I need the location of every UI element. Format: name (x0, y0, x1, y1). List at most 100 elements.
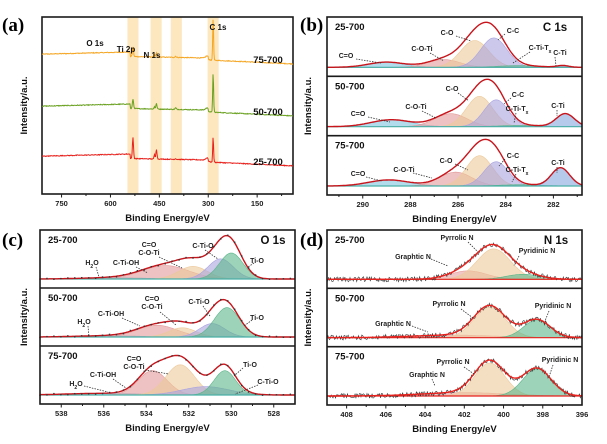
peak-label: O 1s (86, 39, 104, 48)
data-point (192, 365, 194, 368)
data-point (74, 277, 76, 279)
data-point (157, 265, 159, 267)
data-point (53, 335, 55, 337)
plot-frame (326, 16, 583, 196)
component-label: Pyridinic N (542, 357, 579, 364)
fitted-envelope (40, 234, 295, 280)
series-label: 50-700 (253, 107, 283, 118)
data-point (282, 336, 285, 338)
fitted-envelope (40, 354, 295, 396)
leader-line (554, 56, 557, 67)
data-point (136, 328, 139, 330)
data-point (206, 374, 208, 376)
component-label: C-O-Ti (138, 250, 159, 257)
component-label: C-Ti (551, 160, 565, 167)
component-label: C=O (127, 356, 142, 363)
x-tick-label: 288 (404, 200, 417, 209)
y-axis-title: Intensity/a.u. (19, 76, 30, 134)
sample-label: 50-700 (335, 293, 365, 304)
data-point (178, 259, 180, 261)
x-axis-title: Binding Energy/eV (412, 214, 497, 225)
survey-line-25-700 (41, 137, 293, 167)
component-label: C-O-Ti (141, 304, 162, 311)
x-tick-label: 534 (140, 409, 153, 418)
data-point (94, 393, 97, 395)
raw-data-line (326, 242, 583, 283)
data-point (268, 393, 271, 396)
data-point (122, 389, 125, 391)
data-point (122, 332, 125, 335)
component-label: C-C (512, 92, 524, 99)
fitted-envelope (327, 359, 583, 397)
leader-line (243, 319, 253, 327)
highlight-band (127, 17, 139, 194)
data-point (150, 365, 152, 367)
data-point (108, 333, 111, 336)
data-point (247, 391, 250, 393)
data-point (46, 394, 48, 396)
component-label: C-C (507, 28, 519, 35)
leader-line (460, 308, 474, 319)
data-point (261, 336, 264, 338)
data-point (87, 393, 90, 395)
series-label: 25-700 (253, 157, 283, 168)
leader-line (513, 112, 517, 124)
component-label: C=O (142, 242, 157, 249)
peak-label: C 1s (210, 23, 227, 32)
sample-label: 25-700 (48, 235, 78, 246)
component-label: C-Ti-Tx (529, 45, 552, 55)
x-tick-label: 538 (55, 409, 68, 418)
y-axis-title: Intensity/a.u. (19, 288, 30, 346)
data-point (81, 393, 83, 395)
data-point (94, 335, 97, 337)
data-point (268, 278, 271, 280)
leader-line (455, 35, 472, 42)
component-label: Pyrrolic N (432, 301, 465, 308)
raw-data-line (326, 302, 583, 341)
data-point (87, 277, 90, 279)
subplot-25-700: 25-700 Graphtic N Pyrrolic N Pyridinic N (326, 235, 583, 283)
data-point (164, 321, 166, 324)
sample-label: 75-700 (48, 351, 78, 362)
data-point (143, 325, 146, 327)
data-point (234, 308, 236, 311)
x-tick-label: 402 (458, 410, 471, 419)
component-label: C-O-Ti (123, 364, 144, 371)
leader-line (83, 385, 109, 393)
component-label: C-Ti-OH (113, 260, 139, 267)
data-point (171, 320, 173, 322)
leader-line (467, 241, 479, 253)
fitted-envelope (327, 243, 582, 280)
panel-label-c: (c) (2, 230, 23, 251)
fitted-envelope (327, 304, 582, 339)
component-label: C-O (446, 86, 459, 93)
leader-line (202, 305, 211, 317)
leader-line (544, 310, 550, 322)
data-point (108, 391, 111, 394)
data-point (192, 322, 194, 324)
data-point (282, 394, 285, 396)
panel-label-b: (b) (300, 15, 323, 36)
leader-line (463, 366, 475, 375)
data-point (129, 329, 132, 332)
component-label: C-Ti-O (257, 379, 279, 386)
subplot-75-700: 75-700 H2O C-Ti-OH C=OC-O-Ti Ti-O C-Ti-O (39, 351, 295, 396)
data-point (240, 319, 243, 322)
component-label: C=O (351, 171, 366, 178)
data-point (254, 393, 257, 395)
x-axis-title: Binding Energy/eV (412, 424, 497, 435)
data-point (94, 277, 97, 280)
core-level-label: O 1s (261, 235, 286, 247)
fitted-envelope (327, 138, 583, 187)
panel-label-a: (a) (2, 15, 24, 36)
data-point (206, 253, 208, 255)
data-point (275, 335, 278, 338)
data-point (46, 335, 48, 338)
data-point (282, 278, 285, 280)
x-tick-label: 290 (356, 200, 369, 209)
data-point (289, 336, 292, 338)
data-point (171, 260, 173, 262)
data-point (220, 298, 222, 301)
component-label: C-O-Ti (411, 46, 432, 53)
